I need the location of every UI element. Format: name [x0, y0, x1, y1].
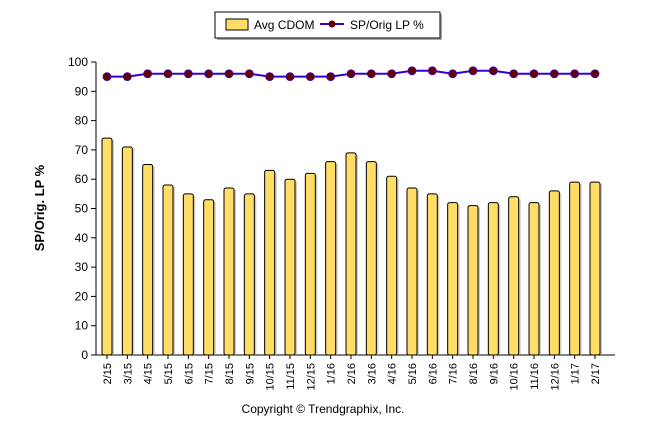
- y-axis-label: SP/Orig. LP %: [32, 164, 47, 251]
- y-tick-label: 10: [75, 319, 89, 333]
- x-tick-label: 1/17: [570, 363, 582, 384]
- x-tick-label: 5/16: [407, 363, 419, 384]
- x-tick-label: 11/15: [285, 363, 297, 390]
- line-point: [183, 69, 193, 79]
- line-point: [143, 69, 153, 79]
- y-tick-label: 70: [75, 143, 89, 157]
- x-tick-label: 1/16: [326, 363, 338, 384]
- x-tick-label: 7/15: [204, 363, 216, 384]
- x-tick-label: 3/16: [366, 363, 378, 384]
- bar: [203, 199, 215, 356]
- bar: [447, 202, 459, 356]
- line-point: [224, 69, 234, 79]
- line-point: [488, 66, 498, 76]
- x-tick-label: 9/16: [488, 363, 500, 384]
- line-point: [285, 72, 295, 82]
- bar: [487, 202, 499, 356]
- x-tick-label: 8/16: [468, 363, 480, 384]
- line-point: [529, 69, 539, 79]
- x-tick-label: 5/15: [163, 363, 175, 384]
- bar: [467, 205, 479, 356]
- bar: [101, 137, 113, 356]
- line-point: [204, 69, 214, 79]
- y-tick-label: 80: [75, 114, 89, 128]
- bar: [589, 181, 601, 356]
- line-point: [407, 66, 417, 76]
- copyright: Copyright © Trendgraphix, Inc.: [241, 402, 405, 416]
- x-tick-label: 2/15: [102, 363, 114, 384]
- x-tick-label: 7/16: [448, 363, 460, 384]
- line-point: [265, 72, 275, 82]
- x-tick-label: 2/16: [346, 363, 358, 384]
- bar: [548, 190, 560, 356]
- y-tick-label: 60: [75, 172, 89, 186]
- y-tick-label: 20: [75, 289, 89, 303]
- line-point: [346, 69, 356, 79]
- bar: [386, 175, 398, 356]
- bar: [121, 146, 133, 356]
- legend-label: SP/Orig LP %: [350, 18, 424, 32]
- x-tick-label: 12/16: [549, 363, 561, 391]
- y-tick-label: 0: [81, 348, 88, 362]
- bar: [223, 187, 235, 356]
- legend-swatch-bar: [225, 18, 249, 31]
- line-point: [244, 69, 254, 79]
- bar: [284, 178, 296, 356]
- bar: [426, 193, 438, 356]
- line-point: [366, 69, 376, 79]
- line-point: [468, 66, 478, 76]
- x-tick-label: 4/16: [387, 363, 399, 384]
- line-point: [570, 69, 580, 79]
- bar: [365, 161, 377, 356]
- bar: [406, 187, 418, 356]
- x-tick-label: 8/15: [224, 363, 236, 384]
- y-tick-label: 50: [75, 202, 89, 216]
- y-tick-label: 100: [68, 55, 88, 69]
- bar: [569, 181, 581, 356]
- line-point: [509, 69, 519, 79]
- line-point: [549, 69, 559, 79]
- x-tick-label: 4/15: [143, 363, 155, 384]
- x-tick-label: 6/16: [427, 363, 439, 384]
- x-tick-label: 3/15: [122, 363, 134, 384]
- bar: [182, 193, 194, 356]
- y-tick-label: 90: [75, 84, 89, 98]
- x-tick-label: 12/15: [305, 363, 317, 391]
- bar: [304, 172, 316, 356]
- line-point: [122, 72, 132, 82]
- legend-label: Avg CDOM: [254, 18, 314, 32]
- bar: [345, 152, 357, 356]
- x-tick-label: 10/16: [509, 363, 521, 391]
- bar: [508, 196, 520, 356]
- line-point: [590, 69, 600, 79]
- line-point: [163, 69, 173, 79]
- line-point: [305, 72, 315, 82]
- x-tick-label: 11/16: [529, 363, 541, 390]
- bar: [325, 161, 337, 356]
- x-tick-label: 2/17: [590, 363, 602, 384]
- legend-swatch-marker: [328, 20, 336, 28]
- line-point: [427, 66, 437, 76]
- x-tick-label: 6/15: [183, 363, 195, 384]
- bar: [243, 193, 255, 356]
- y-tick-label: 30: [75, 260, 89, 274]
- line-point: [448, 69, 458, 79]
- bar: [264, 169, 276, 356]
- y-tick-label: 40: [75, 231, 89, 245]
- x-tick-label: 10/15: [265, 363, 277, 391]
- bar: [162, 184, 174, 356]
- line-point: [387, 69, 397, 79]
- bar: [142, 164, 154, 356]
- line-point: [326, 72, 336, 82]
- x-tick-label: 9/15: [244, 363, 256, 384]
- bar: [528, 202, 540, 356]
- line-point: [102, 72, 112, 82]
